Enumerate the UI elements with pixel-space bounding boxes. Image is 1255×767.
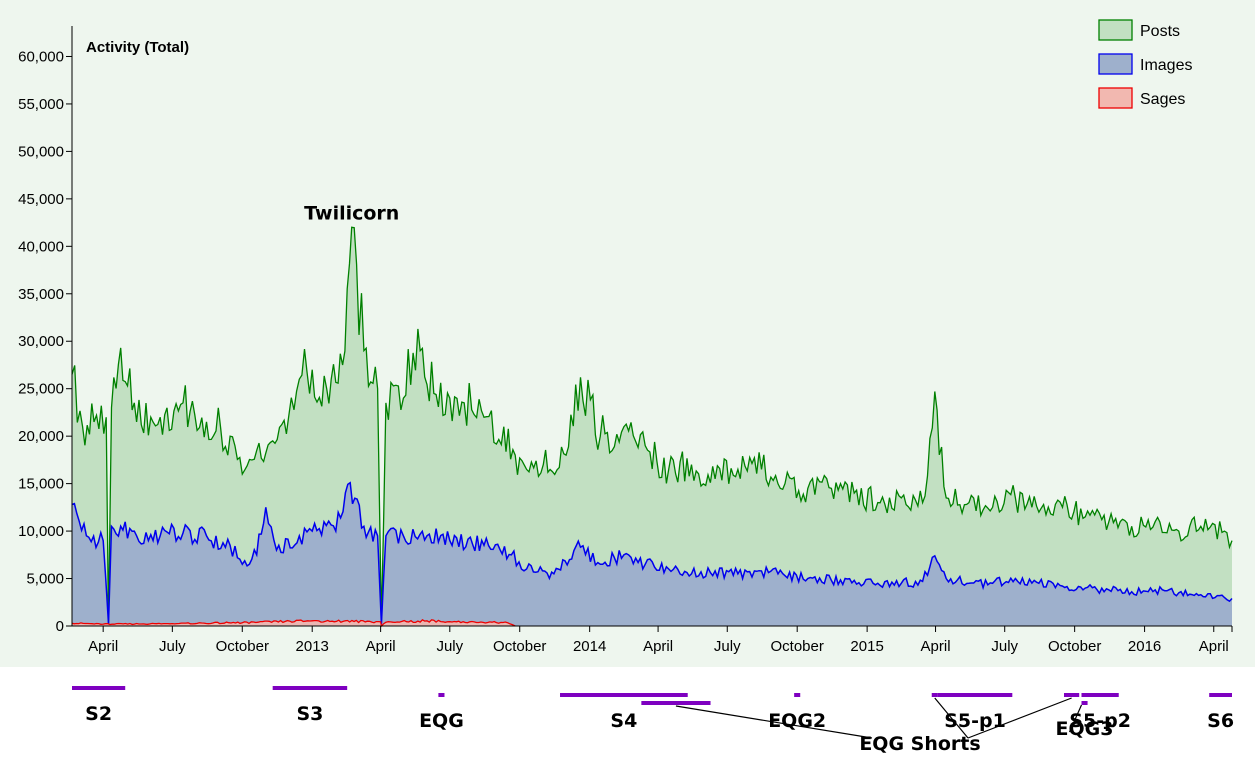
- series-lines: [71, 226, 1233, 628]
- callout-leader: [675, 705, 873, 739]
- x-tick-label: April: [1199, 638, 1229, 655]
- season-label: S3: [296, 703, 323, 725]
- x-tick-label: July: [991, 638, 1018, 655]
- annotation-label: Twilicorn: [304, 202, 399, 224]
- x-tick-label: July: [159, 638, 186, 655]
- x-tick-label: 2015: [850, 638, 883, 655]
- season-label: S6: [1207, 710, 1234, 732]
- y-tick-label: 25,000: [18, 381, 64, 398]
- x-tick-label: 2013: [296, 638, 329, 655]
- y-tick-label: 0: [56, 618, 64, 635]
- season-label: S5-p1: [944, 710, 1006, 732]
- legend-label-posts: Posts: [1140, 23, 1180, 40]
- legend-label-images: Images: [1140, 57, 1192, 74]
- legend: Posts Images Sages: [1098, 19, 1192, 109]
- y-tick-label: 20,000: [18, 428, 64, 445]
- x-tick-label: October: [493, 638, 546, 655]
- x-tick-label: July: [714, 638, 741, 655]
- line-images: [71, 481, 1233, 625]
- area-images: [72, 482, 1232, 626]
- season-label: S5-p2: [1069, 710, 1131, 732]
- season-callout-label: EQG Shorts: [859, 733, 980, 755]
- y-tick-label: 5,000: [26, 571, 64, 588]
- legend-swatch-posts: [1098, 19, 1133, 41]
- line-sages: [71, 618, 516, 628]
- legend-label-sages: Sages: [1140, 91, 1185, 108]
- y-tick-label: 35,000: [18, 286, 64, 303]
- legend-swatch-sages: [1098, 87, 1133, 109]
- x-tick-label: April: [921, 638, 951, 655]
- x-tick-label: April: [366, 638, 396, 655]
- chart-title: Activity (Total): [86, 39, 189, 56]
- x-tick-label: October: [771, 638, 824, 655]
- x-tick-label: 2016: [1128, 638, 1161, 655]
- line-posts: [71, 226, 1233, 624]
- axes: 0 5,000 10,000 15,000 20,000 25,000 30,000 35,0…: [18, 26, 1233, 655]
- y-tick-label: 55,000: [18, 96, 64, 113]
- y-tick-label: 50,000: [18, 143, 64, 160]
- season-label: S4: [610, 710, 637, 732]
- x-tick-label: October: [216, 638, 269, 655]
- x-tick-label: October: [1048, 638, 1101, 655]
- season-label: EQG2: [768, 710, 826, 732]
- x-tick-label: April: [643, 638, 673, 655]
- y-tick-label: 60,000: [18, 48, 64, 65]
- eqg3-leader: [1068, 704, 1083, 733]
- y-tick-label: 10,000: [18, 523, 64, 540]
- annotations: Twilicorn: [304, 202, 399, 224]
- x-tick-label: 2014: [573, 638, 606, 655]
- callout-leader: [934, 697, 969, 739]
- legend-swatch-images: [1098, 53, 1133, 75]
- y-tick-label: 45,000: [18, 191, 64, 208]
- season-label: EQG: [419, 710, 464, 732]
- season-label: EQG3: [1056, 718, 1114, 740]
- callout-leader: [967, 697, 1072, 739]
- x-tick-label: April: [88, 638, 118, 655]
- y-tick-label: 30,000: [18, 333, 64, 350]
- y-tick-label: 40,000: [18, 238, 64, 255]
- y-tick-label: 15,000: [18, 476, 64, 493]
- season-label: S2: [85, 703, 112, 725]
- x-tick-label: July: [436, 638, 463, 655]
